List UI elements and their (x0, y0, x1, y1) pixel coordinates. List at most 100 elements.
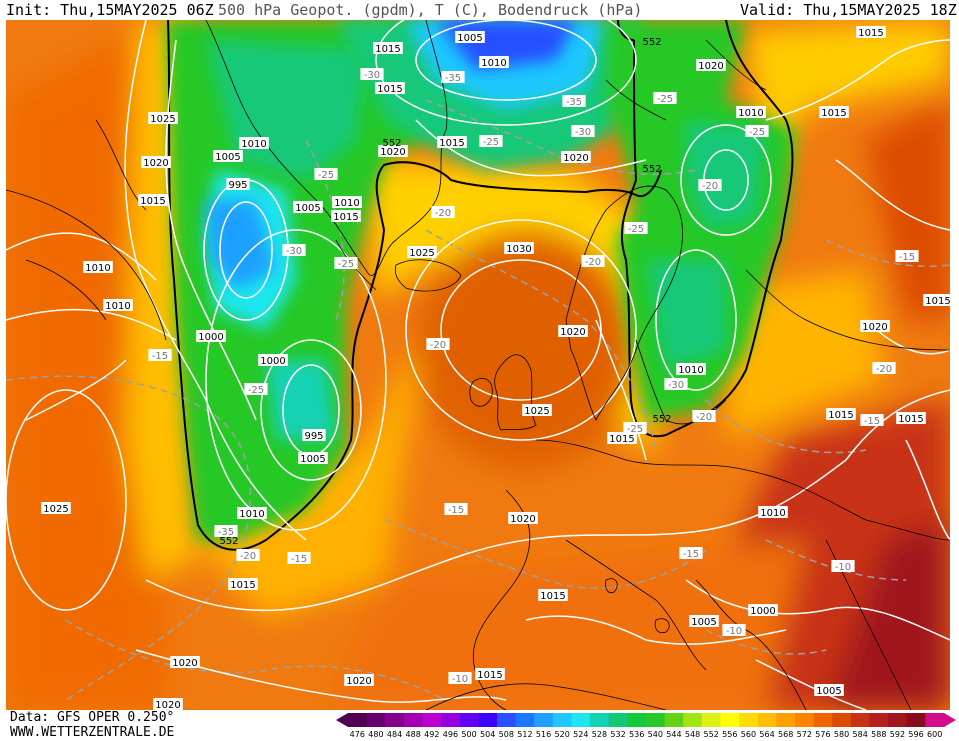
temperature-value: -25 (338, 259, 354, 270)
colorbar-swatch (571, 713, 591, 727)
isobar-value: 1015 (540, 591, 565, 602)
isobar-value: 1015 (898, 414, 923, 425)
isobar-value: 1010 (760, 508, 785, 519)
isobar-label: 1020 (153, 698, 183, 710)
colorbar-tick-label: 484 (387, 730, 402, 739)
isobar-value: 1010 (85, 263, 110, 274)
isobar-value: 1015 (858, 28, 883, 39)
colorbar-tick-label: 524 (573, 730, 588, 739)
temperature-value: -25 (627, 424, 643, 435)
colorbar-swatch (739, 713, 759, 727)
isobar-value: 1005 (691, 617, 716, 628)
isobar-label: 1025 (41, 502, 71, 515)
isobar-label: 1015 (856, 26, 886, 39)
temperature-label: -30 (664, 378, 688, 391)
colorbar-tick-label: 536 (629, 730, 644, 739)
colorbar-swatch (776, 713, 796, 727)
temperature-value: -10 (726, 626, 742, 637)
website-label: WWW.WETTERZENTRALE.DE (10, 725, 175, 740)
temperature-value: -20 (585, 257, 601, 268)
isobar-label: 1020 (170, 656, 200, 669)
temperature-label: -15 (287, 552, 311, 565)
temperature-label: -20 (431, 206, 455, 219)
isobar-label: 1010 (239, 137, 269, 150)
isobar-value: 1020 (346, 676, 371, 687)
trough-east (606, 20, 796, 420)
colorbar-tick-label: 572 (797, 730, 812, 739)
colorbar-swatch (515, 713, 535, 727)
isobar-value: 1005 (816, 686, 841, 697)
colorbar-tick-label: 560 (741, 730, 756, 739)
isobar-value: 1020 (510, 514, 535, 525)
isobar-labels: 1005101510101015102510101005995102010151… (41, 26, 950, 710)
geopotential-value: 552 (652, 414, 671, 425)
temperature-label: -15 (679, 547, 703, 560)
colorbar-tick-label: 476 (350, 730, 365, 739)
temperature-label: -20 (236, 549, 260, 562)
isobar-value: 1015 (477, 670, 502, 681)
isobar-value: 1020 (698, 61, 723, 72)
isobar-label: 1015 (331, 210, 361, 223)
colorbar-swatch (925, 713, 945, 727)
geopotential-value: 552 (219, 536, 238, 547)
isobar-label: 1015 (819, 106, 849, 119)
colorbar-swatch (459, 713, 479, 727)
isobar-value: 1020 (155, 700, 180, 710)
contour-552-west (167, 20, 662, 551)
chart-title: 500 hPa Geopot. (gpdm), T (C), Bodendruc… (218, 1, 643, 19)
isobar-label: 1025 (407, 246, 437, 259)
isobar-value: 1020 (143, 158, 168, 169)
colorbar-swatch (683, 713, 703, 727)
isobar-label: 1020 (558, 325, 588, 338)
colorbar-tick-label: 556 (722, 730, 737, 739)
isobar-value: 1015 (375, 44, 400, 55)
isobar-label: 1005 (455, 31, 485, 44)
isobar-label: 1015 (228, 578, 258, 591)
isobar-label: 1015 (896, 412, 926, 425)
isobar-label: 1020 (696, 59, 726, 72)
colorbar-tick-label: 528 (592, 730, 607, 739)
isobar-label: 1030 (504, 242, 534, 255)
geopotential-labels: 552 552 552 552 552 (219, 37, 671, 547)
colorbar-swatch (590, 713, 610, 727)
temperature-label: -15 (148, 349, 172, 362)
isobar-label: 1010 (103, 299, 133, 312)
map-canvas: 1005101510101015102510101005995102010151… (6, 20, 950, 710)
isobar-value: 1015 (230, 580, 255, 591)
temperature-value: -30 (286, 246, 302, 257)
colorbar-tick-label: 508 (499, 730, 514, 739)
isobar-label: 1010 (758, 506, 788, 519)
isobar-value: 1010 (678, 365, 703, 376)
isobar-label: 1010 (676, 363, 706, 376)
colorbar-tick-label: 544 (666, 730, 681, 739)
isobar-label: 1005 (298, 452, 328, 465)
temperature-label: -10 (448, 672, 472, 685)
isobar-value: 995 (304, 431, 323, 442)
isobar-label: 1005 (814, 684, 844, 697)
colorbar-swatch (646, 713, 666, 727)
temperature-label: -20 (426, 338, 450, 351)
isobar-value: 1010 (481, 58, 506, 69)
temperature-value: -30 (364, 70, 380, 81)
isobar-value: 1030 (506, 244, 531, 255)
temperature-value: -15 (152, 351, 168, 362)
temperature-label: -30 (571, 125, 595, 138)
isobar-label: 1000 (258, 354, 288, 367)
colorbar-swatch (795, 713, 815, 727)
colorbar-swatch (832, 713, 852, 727)
isobar-label: 1015 (607, 432, 637, 445)
temperature-value: -20 (702, 181, 718, 192)
isobar-label: 1005 (213, 150, 243, 163)
isobar-value: 1015 (377, 84, 402, 95)
weather-map: 1005 1015 1010 1015 1025 1010 1005 995 1020 1015 1… (6, 20, 950, 710)
isobar-label: 1015 (538, 589, 568, 602)
temperature-label: -20 (692, 410, 716, 423)
temperature-label: -20 (581, 255, 605, 268)
isobar-value: 1025 (150, 114, 175, 125)
isobar-value: 1010 (738, 108, 763, 119)
colorbar-swatch (366, 713, 386, 727)
temperature-label: -15 (860, 414, 884, 427)
isobar-label: 1000 (748, 604, 778, 617)
isobar-label: 1005 (689, 615, 719, 628)
temperature-value: -15 (899, 252, 915, 263)
